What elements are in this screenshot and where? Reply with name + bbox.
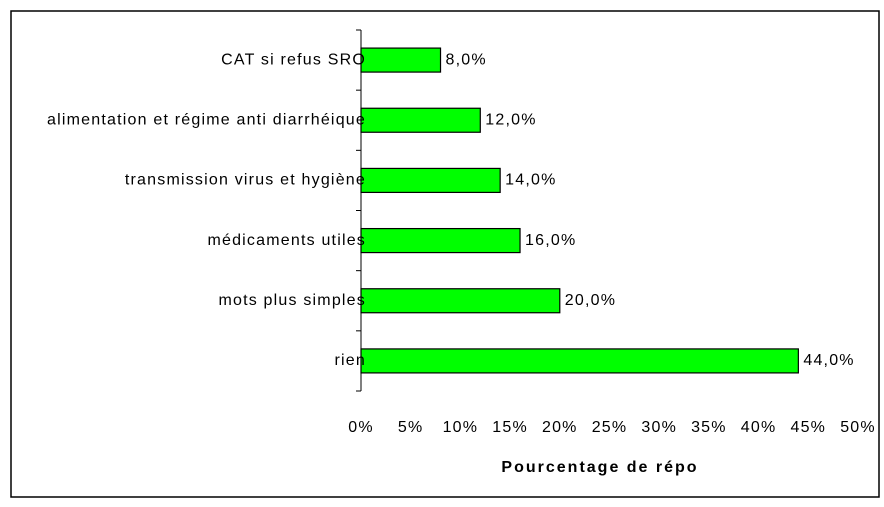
y-tick-label: rien — [335, 352, 366, 369]
x-tick-label: 5% — [398, 419, 424, 436]
x-tick-label: 45% — [790, 419, 826, 436]
bar — [360, 47, 442, 73]
y-tick-label: CAT si refus SRO — [221, 51, 366, 68]
bar — [360, 348, 799, 374]
y-tick-label: transmission virus et hygiène — [125, 172, 366, 189]
x-axis-title: Pourcentage de répo — [501, 459, 698, 476]
bar — [360, 227, 521, 254]
value-label: 20,0% — [565, 292, 616, 309]
bar — [360, 288, 561, 314]
value-label: 44,0% — [803, 352, 854, 369]
value-label: 8,0% — [446, 51, 487, 68]
x-tick-label: 15% — [492, 419, 528, 436]
frame — [10, 10, 880, 498]
x-tick-label: 50% — [840, 419, 876, 436]
x-tick-label: 40% — [741, 419, 777, 436]
x-tick-label: 20% — [542, 419, 578, 436]
x-tick-label: 25% — [592, 419, 628, 436]
value-label: 14,0% — [505, 172, 556, 189]
x-tick-label: 10% — [443, 419, 479, 436]
value-label: 12,0% — [485, 111, 536, 128]
x-tick-label: 35% — [691, 419, 727, 436]
bar — [360, 107, 481, 133]
bar — [360, 167, 501, 194]
y-tick-label: médicaments utiles — [207, 232, 366, 249]
value-label: 16,0% — [525, 232, 576, 249]
y-tick-label: mots plus simples — [218, 292, 366, 309]
y-tick-label: alimentation et régime anti diarrhéique — [47, 111, 366, 128]
x-tick-label: 0% — [348, 419, 374, 436]
x-tick-label: 30% — [641, 419, 677, 436]
